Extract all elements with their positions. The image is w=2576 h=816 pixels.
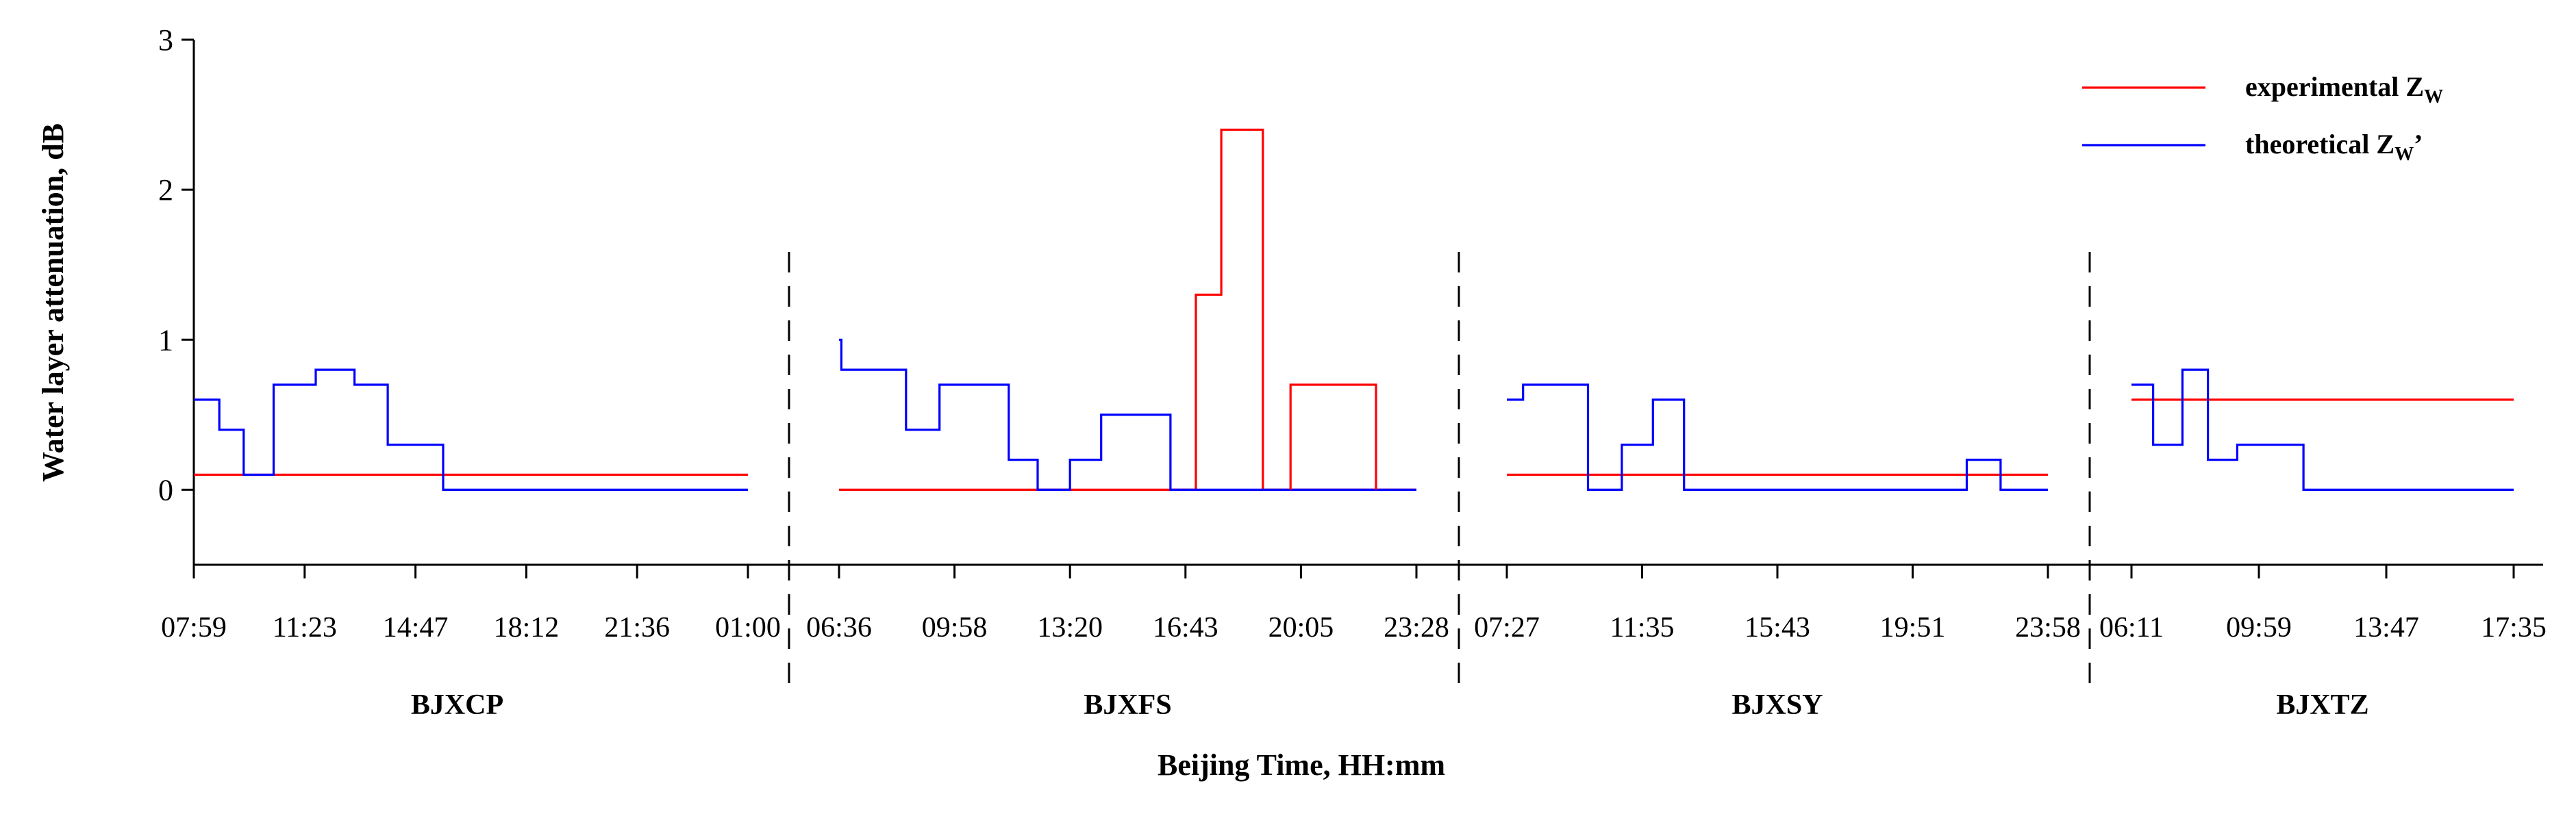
series-line [1507,383,2048,492]
panels: 07:59 11:23 14:47 18:12 21:36 01:00 BJXCP 06:36… [161,128,2547,721]
x-tick-label: 11:23 [273,612,337,643]
series-line [194,368,748,492]
panel-bjxsy: 07:27 11:35 15:43 19:51 23:58 BJXSY [1474,383,2081,721]
x-tick-label: 17:35 [2481,612,2547,643]
site-label: BJXTZ [2276,689,2368,721]
x-tick-label: 15:43 [1745,612,1810,643]
panel-bjxfs: 06:36 09:58 13:20 16:43 20:05 23:28 BJXFS [806,128,1449,721]
plot-frame [192,40,2543,566]
series-line [839,338,1416,492]
legend-label-subscript: W [2424,86,2443,107]
x-tick-label: 13:47 [2353,612,2419,643]
x-tick-label: 01:00 [715,612,781,643]
legend-label: theoretical ZW’ [2245,129,2423,165]
x-tick-label: 14:47 [383,612,449,643]
y-axis: 0 1 2 3 [158,23,194,507]
panel-bjxcp: 07:59 11:23 14:47 18:12 21:36 01:00 BJXCP [161,368,781,721]
site-label: BJXCP [411,689,503,721]
legend-label-subscript: W [2394,144,2414,165]
y-axis-title: Water layer attenuation, dB [36,123,70,482]
y-tick-label: 2 [158,173,173,207]
series-line [2131,368,2514,492]
x-tick-label: 20:05 [1268,612,1334,643]
legend-label-suffix: ’ [2414,129,2423,160]
legend-label-text: experimental Z [2245,71,2424,102]
y-tick-label: 1 [158,323,173,357]
legend-label-text: theoretical Z [2245,129,2394,160]
x-tick-label: 09:58 [922,612,988,643]
x-tick-label: 09:59 [2226,612,2292,643]
x-tick-label: 11:35 [1610,612,1674,643]
x-tick-label: 23:28 [1384,612,1449,643]
panel-bjxtz: 06:11 09:59 13:47 17:35 BJXTZ [2099,368,2547,721]
x-tick-label: 23:58 [2015,612,2081,643]
x-axis-title: Beijing Time, HH:mm [1158,748,1445,782]
x-tick-label: 18:12 [494,612,560,643]
x-tick-label: 07:59 [161,612,227,643]
series-line [1289,383,1377,490]
series-line [839,128,1416,492]
legend-label: experimental ZW [2245,71,2443,107]
x-tick-label: 07:27 [1474,612,1540,643]
x-tick-label: 06:36 [806,612,872,643]
y-tick-label: 0 [158,473,173,507]
site-label: BJXSY [1731,689,1823,721]
y-tick-label: 3 [158,23,173,57]
x-tick-label: 16:43 [1153,612,1218,643]
x-tick-label: 19:51 [1880,612,1946,643]
x-tick-label: 06:11 [2099,612,2164,643]
x-tick-label: 21:36 [604,612,670,643]
panel-separators [788,252,2091,691]
x-tick-label: 13:20 [1037,612,1103,643]
site-label: BJXFS [1084,689,1171,721]
